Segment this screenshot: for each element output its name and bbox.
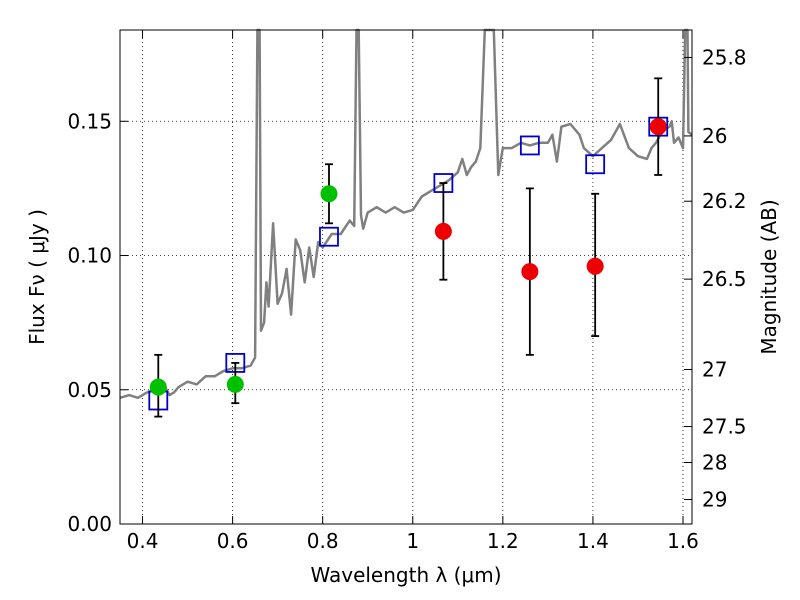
x-tick-label: 1.6 xyxy=(667,529,699,553)
y2-tick-label: 29 xyxy=(702,488,727,512)
x-tick-label: 1.2 xyxy=(487,529,519,553)
grid-lines xyxy=(120,30,692,525)
y-tick-label: 0.05 xyxy=(67,378,112,402)
y-axis-label: Flux Fν ( μJy ) xyxy=(25,209,49,345)
x-tick-label: 0.4 xyxy=(127,529,159,553)
photometry-markers xyxy=(148,77,669,418)
x-tick-label: 1 xyxy=(406,529,419,553)
y2-tick-label: 27 xyxy=(702,358,727,382)
model-spectrum xyxy=(119,28,693,400)
y2-tick-label: 26.5 xyxy=(702,267,747,291)
y2-axis-label: Magnitude (AB) xyxy=(757,199,781,354)
y2-tick-label: 26.2 xyxy=(702,189,747,213)
x-axis-label: Wavelength λ (μm) xyxy=(310,563,501,587)
y2-tick-label: 27.5 xyxy=(702,415,747,439)
photometry-point xyxy=(586,257,604,275)
y2-tick-label: 28 xyxy=(702,450,727,474)
model-square-marker xyxy=(519,135,540,156)
photometry-point xyxy=(434,222,452,240)
spectrum-line xyxy=(119,28,693,400)
axis-ticks: 0.4 0.6 0.8 1 1.2 1.4 1.6 0.00 0.05 0.10 0.15 25.8 2… xyxy=(67,30,747,553)
plot-frame xyxy=(119,29,693,525)
photometry-point xyxy=(149,378,167,396)
x-tick-label: 0.6 xyxy=(217,529,249,553)
photometry-point xyxy=(226,375,244,393)
y-tick-label: 0.15 xyxy=(67,109,112,133)
y-tick-label: 0.00 xyxy=(67,512,112,536)
photometry-point xyxy=(320,185,338,203)
y-tick-label: 0.10 xyxy=(67,244,112,268)
x-tick-label: 1.4 xyxy=(577,529,609,553)
x-tick-label: 0.8 xyxy=(307,529,339,553)
photometry-point xyxy=(649,118,667,136)
model-square-marker xyxy=(585,154,606,175)
photometry-point xyxy=(521,263,539,281)
y2-tick-label: 25.8 xyxy=(702,45,747,69)
model-square-marker xyxy=(319,226,339,247)
y2-tick-label: 26 xyxy=(702,124,727,148)
